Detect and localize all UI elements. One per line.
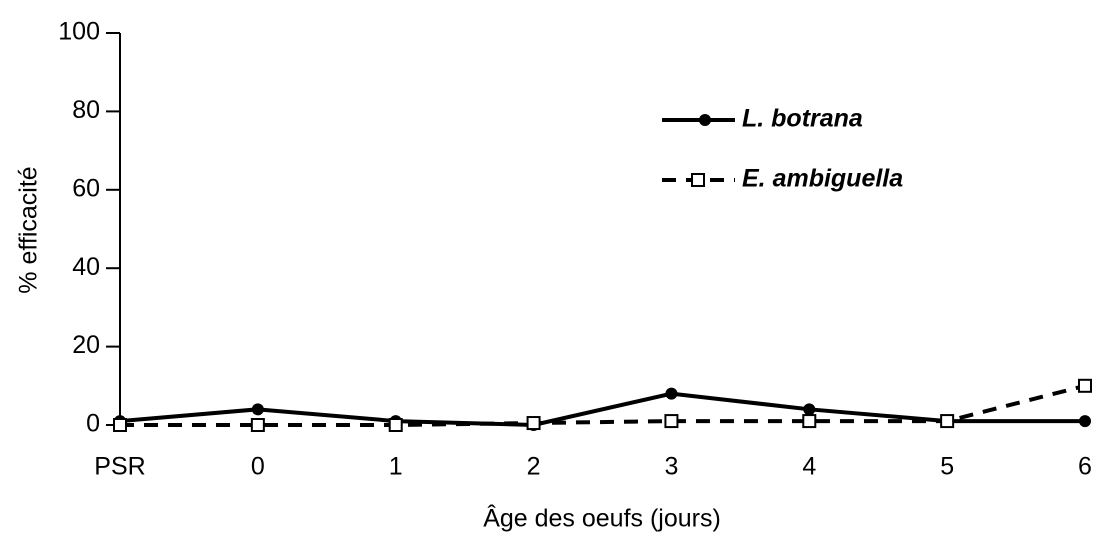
point (526, 416, 541, 431)
y-tick-label: 20 (72, 331, 100, 359)
x-tick-label: 3 (664, 453, 678, 481)
series-line (120, 383, 1086, 427)
x-axis-label: Âge des oeufs (jours) (483, 504, 721, 533)
y-tick-label: 0 (86, 410, 100, 438)
x-tick-label: 0 (251, 453, 265, 481)
legend-marker (699, 114, 711, 126)
point (1078, 378, 1092, 393)
point (803, 403, 816, 416)
point (802, 414, 817, 429)
point (665, 387, 678, 400)
y-axis-label: % efficacité (15, 166, 43, 293)
legend-label: L. botrana (742, 105, 863, 133)
x-tick-label: 6 (1078, 453, 1092, 481)
point (250, 418, 265, 432)
point (940, 414, 955, 429)
point (664, 414, 679, 429)
y-tick-label: 60 (72, 174, 100, 202)
point (388, 418, 403, 432)
legend-label: E. ambiguella (742, 165, 903, 193)
y-tick-label: 100 (58, 18, 100, 46)
legend-marker (691, 173, 705, 187)
x-tick-label: 2 (527, 453, 541, 481)
y-tick-label: 40 (72, 253, 100, 281)
point (113, 418, 127, 432)
point (1079, 415, 1091, 428)
x-tick-label: 4 (802, 453, 816, 481)
point (251, 403, 264, 416)
x-tick-label: PSR (94, 453, 145, 481)
y-tick-label: 80 (72, 96, 100, 124)
x-tick-label: 5 (940, 453, 954, 481)
x-tick-label: 1 (389, 453, 403, 481)
